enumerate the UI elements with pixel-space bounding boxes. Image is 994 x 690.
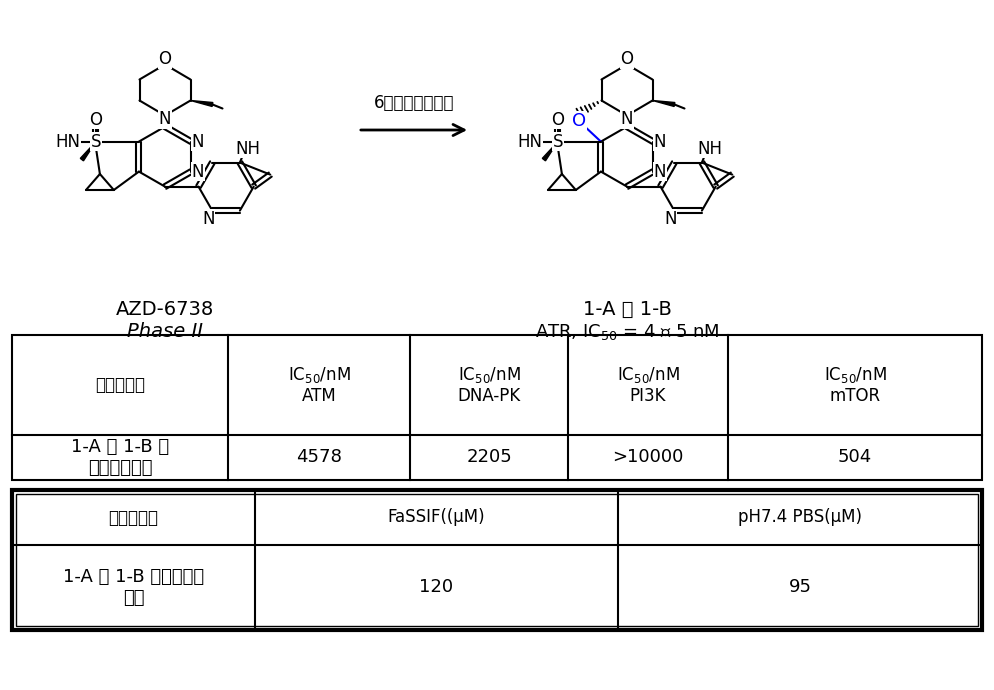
Text: HN: HN: [518, 132, 543, 150]
Polygon shape: [81, 141, 95, 161]
Text: HN: HN: [56, 132, 81, 150]
Bar: [12, 490, 982, 630]
Text: ATR, IC$_{50}$ = 4 或 5 nM: ATR, IC$_{50}$ = 4 或 5 nM: [535, 322, 720, 342]
Text: 2205: 2205: [466, 448, 512, 466]
Text: S: S: [553, 132, 564, 150]
Text: 化合物编号: 化合物编号: [108, 509, 158, 526]
Text: O: O: [158, 50, 172, 68]
Text: IC$_{50}$/nM
mTOR: IC$_{50}$/nM mTOR: [824, 364, 887, 406]
Text: 120: 120: [419, 578, 453, 596]
Text: 1-A 和 1-B 中
较短保留时间: 1-A 和 1-B 中 较短保留时间: [71, 438, 169, 477]
Text: IC$_{50}$/nM
DNA-PK: IC$_{50}$/nM DNA-PK: [457, 364, 521, 406]
Text: 6元氧环构象约束: 6元氧环构象约束: [374, 94, 454, 112]
Text: N: N: [192, 163, 205, 181]
Text: FaSSIF((μM): FaSSIF((μM): [388, 509, 485, 526]
Text: N: N: [654, 163, 666, 181]
Text: N: N: [620, 110, 633, 128]
Text: S: S: [90, 132, 101, 150]
Text: NH: NH: [236, 139, 260, 157]
Text: IC$_{50}$/nM
ATM: IC$_{50}$/nM ATM: [287, 364, 351, 406]
Polygon shape: [191, 101, 213, 106]
Text: N: N: [654, 132, 666, 150]
Text: 4578: 4578: [296, 448, 342, 466]
Text: NH: NH: [698, 139, 723, 157]
Text: O: O: [572, 112, 585, 130]
Bar: [12, 335, 982, 480]
Text: IC$_{50}$/nM
PI3K: IC$_{50}$/nM PI3K: [616, 364, 680, 406]
Polygon shape: [652, 101, 675, 106]
Text: 1-A 和 1-B 中较短保留
时间: 1-A 和 1-B 中较短保留 时间: [63, 568, 204, 607]
Text: O: O: [620, 50, 633, 68]
Text: 504: 504: [838, 448, 872, 466]
Text: N: N: [159, 110, 171, 128]
Text: AZD-6738: AZD-6738: [116, 300, 214, 319]
Text: 实施例编号: 实施例编号: [95, 376, 145, 394]
Text: N: N: [202, 210, 215, 228]
Polygon shape: [543, 141, 558, 161]
Text: O: O: [89, 110, 102, 128]
Text: Phase II: Phase II: [127, 322, 203, 341]
Text: >10000: >10000: [612, 448, 684, 466]
Bar: [16, 494, 978, 626]
Text: 95: 95: [788, 578, 811, 596]
Text: O: O: [552, 110, 565, 128]
Text: 1-A 或 1-B: 1-A 或 1-B: [582, 300, 671, 319]
Text: N: N: [192, 132, 205, 150]
Text: N: N: [664, 210, 677, 228]
Text: pH7.4 PBS(μM): pH7.4 PBS(μM): [738, 509, 862, 526]
